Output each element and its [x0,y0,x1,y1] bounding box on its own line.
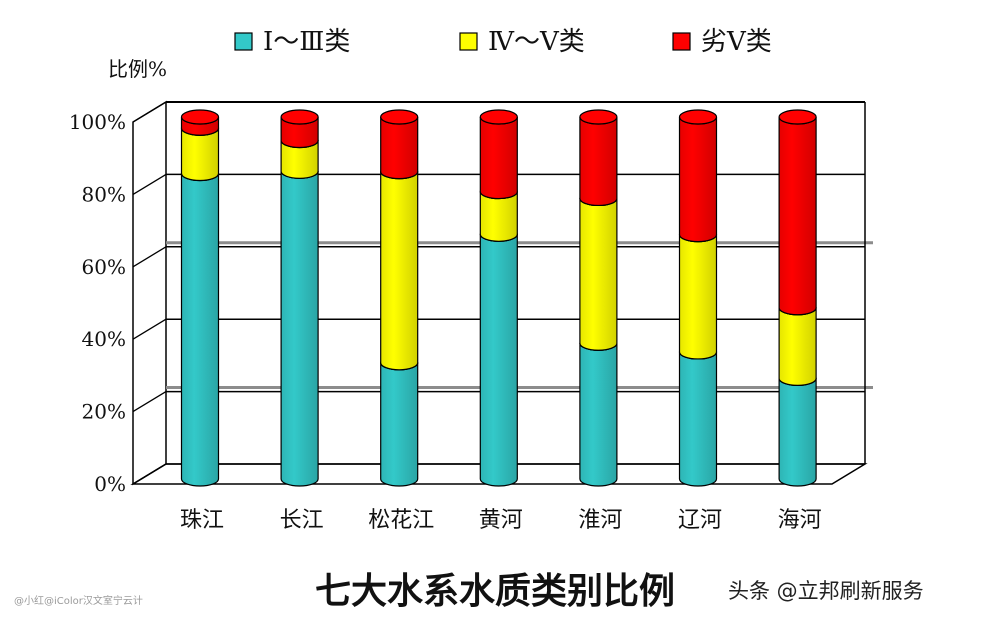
bar-segment [678,116,718,243]
y-tick-label: 0% [94,472,126,496]
y-tick-label: 60% [82,255,126,279]
bar-segment [180,128,220,182]
legend-swatch [459,32,478,51]
legend-swatch [234,32,253,51]
legend-label: Ⅰ～Ⅲ类 [263,27,350,57]
bar-segment-top [380,109,419,125]
x-axis-categories: 珠江 长江 松花江 黄河 淮河 辽河 海河 [180,508,822,533]
wall-gridline [132,391,167,413]
y-tick-label: 80% [82,182,126,206]
bar-segment [380,171,419,371]
x-category-label: 海河 [778,508,822,533]
bar-segment [678,234,718,360]
legend: Ⅰ～Ⅲ类 Ⅳ～Ⅴ类 劣Ⅴ类 [234,27,772,57]
bar-segment [778,378,817,487]
bar-segment-top [280,109,319,125]
y-axis-label: 比例% [108,57,167,81]
bar-segment-top [778,109,817,125]
x-category-label: 珠江 [180,508,224,533]
legend-label: Ⅳ～Ⅴ类 [488,27,585,57]
watermark-small-text: @小红@iColor汉文室宁云计 [14,594,143,607]
bar-segment [180,173,220,487]
x-category-label: 辽河 [678,508,722,533]
bar-segment-top [678,109,718,125]
wall-gridline [132,246,167,268]
wall-gridline [132,101,167,123]
bar-segment [380,362,419,487]
bar-segment-top [180,109,220,125]
bar-segment [479,116,518,200]
y-axis-ticks: 0% 20% 40% 60% 80% 100% [69,110,126,496]
bar-segment [380,116,419,180]
bar-segment [479,234,518,487]
legend-swatch [672,32,691,51]
left-wall [132,100,167,486]
watermark-text: 头条 @立邦刷新服务 [728,579,924,603]
bar-segment-top [579,109,618,125]
bar-segment [579,116,618,207]
bar-segment [678,351,718,487]
chart-title: 七大水系水质类别比例 [315,571,675,612]
bar-segment-top [479,109,518,125]
y-tick-label: 40% [82,327,126,351]
legend-label: 劣Ⅴ类 [701,27,772,57]
bars [180,109,817,487]
y-tick-label: 20% [82,400,126,424]
bar-segment [778,307,817,386]
wall-gridline [132,173,167,195]
wall-gridline [132,463,167,485]
bar-segment [280,171,319,487]
wall-gridline [132,318,167,340]
bar-segment [778,116,817,316]
bar-segment [579,343,618,487]
x-category-label: 淮河 [578,508,622,533]
x-category-label: 松花江 [368,508,434,533]
x-category-label: 黄河 [479,508,523,533]
x-category-label: 长江 [280,508,324,533]
bar-segment [579,198,618,351]
y-tick-label: 100% [69,110,126,134]
